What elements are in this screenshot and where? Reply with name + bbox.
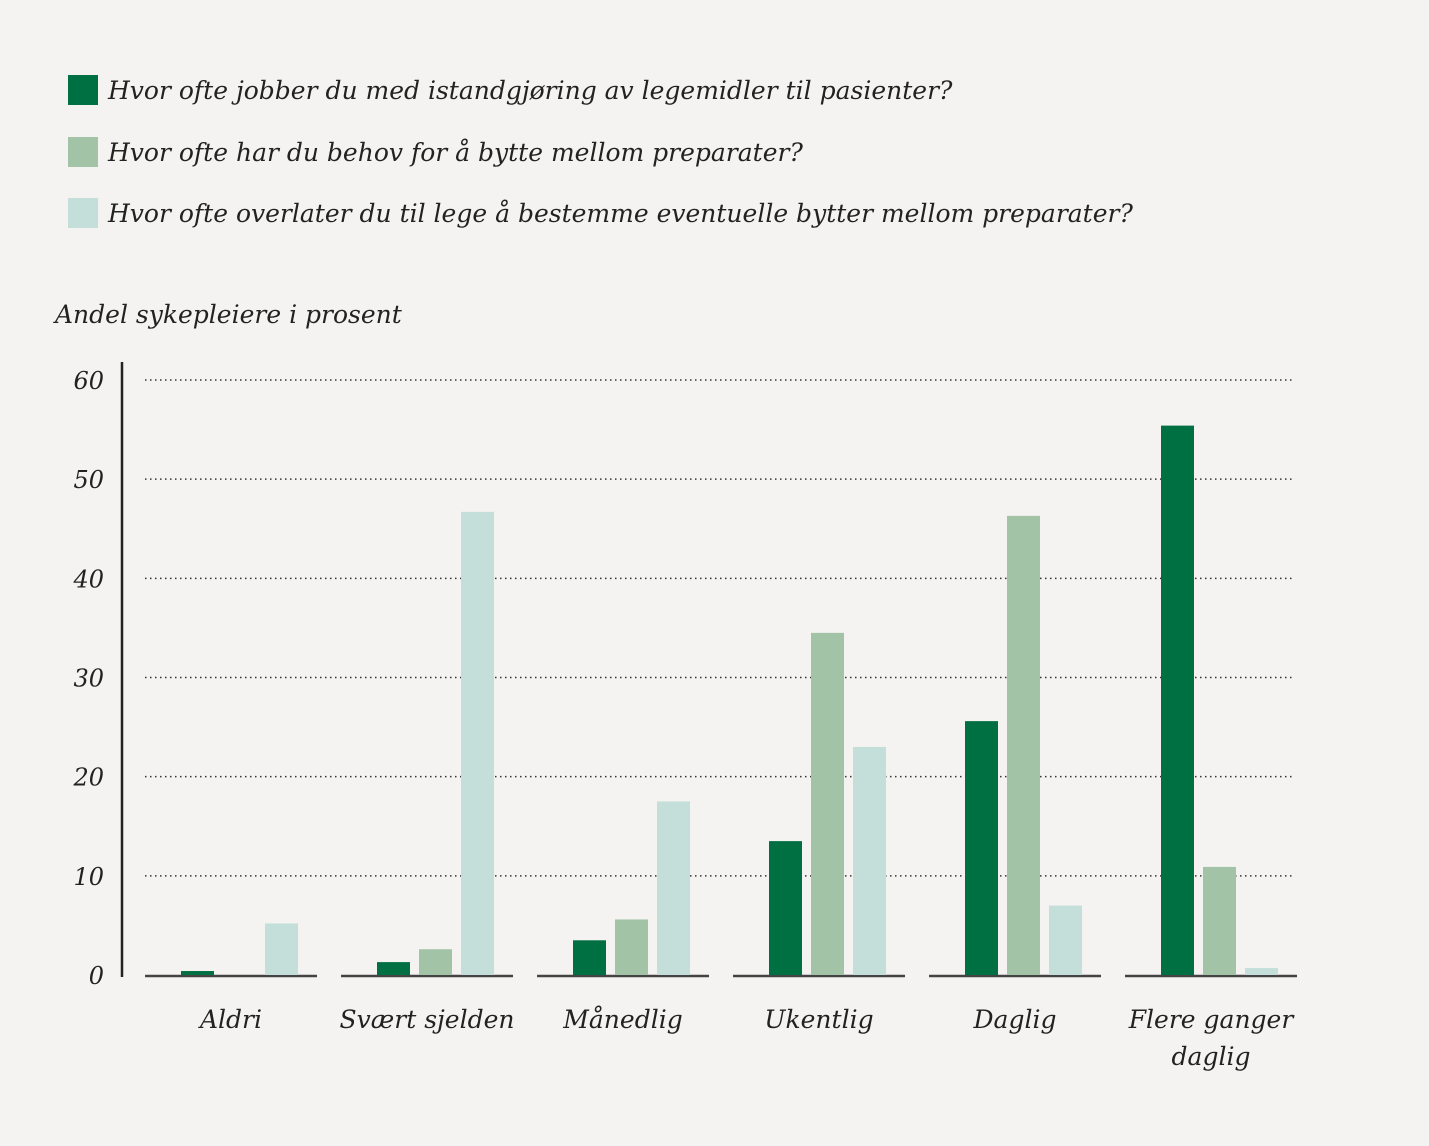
legend-label: Hvor ofte jobber du med istandgjøring av… <box>108 75 953 105</box>
legend-item-1: Hvor ofte jobber du med istandgjøring av… <box>68 75 952 105</box>
bar <box>615 919 648 975</box>
bar <box>1203 866 1236 975</box>
legend-item-2: Hvor ofte har du behov for å bytte mello… <box>68 137 803 167</box>
x-tick-label: Ukentlig <box>764 1005 873 1034</box>
legend-swatch <box>68 137 98 167</box>
bar <box>657 801 690 975</box>
bar <box>265 923 298 975</box>
x-tick-label: Aldri <box>198 1005 262 1034</box>
bar <box>769 841 802 975</box>
x-tick-label: daglig <box>1172 1042 1251 1071</box>
y-tick-label: 40 <box>72 565 104 593</box>
legend-label: Hvor ofte har du behov for å bytte mello… <box>108 137 803 167</box>
y-tick-label: 60 <box>73 367 104 395</box>
y-tick-label: 50 <box>73 466 104 494</box>
x-tick-label: Månedlig <box>562 1005 682 1034</box>
bar <box>573 940 606 975</box>
bar <box>461 511 494 975</box>
bar <box>419 949 452 975</box>
bar <box>965 721 998 975</box>
bar <box>853 746 886 975</box>
y-tick-label: 10 <box>73 863 104 891</box>
legend-swatch <box>68 75 98 105</box>
y-axis-label: Andel sykepleiere i prosent <box>55 300 402 329</box>
legend-item-3: Hvor ofte overlater du til lege å bestem… <box>68 198 1133 228</box>
x-tick-label: Flere ganger <box>1128 1005 1296 1034</box>
bar <box>1007 515 1040 975</box>
x-tick-label: Daglig <box>973 1005 1057 1034</box>
bar <box>1049 905 1082 975</box>
bar <box>1161 425 1194 975</box>
bar <box>181 971 214 975</box>
y-tick-label: 0 <box>89 962 104 990</box>
bar <box>377 962 410 975</box>
bar <box>811 632 844 975</box>
y-tick-label: 20 <box>72 764 104 792</box>
y-tick-label: 30 <box>73 665 104 693</box>
legend-label: Hvor ofte overlater du til lege å bestem… <box>108 198 1133 228</box>
x-tick-label: Svært sjelden <box>340 1005 515 1034</box>
bar <box>1245 968 1278 975</box>
legend-swatch <box>68 198 98 228</box>
